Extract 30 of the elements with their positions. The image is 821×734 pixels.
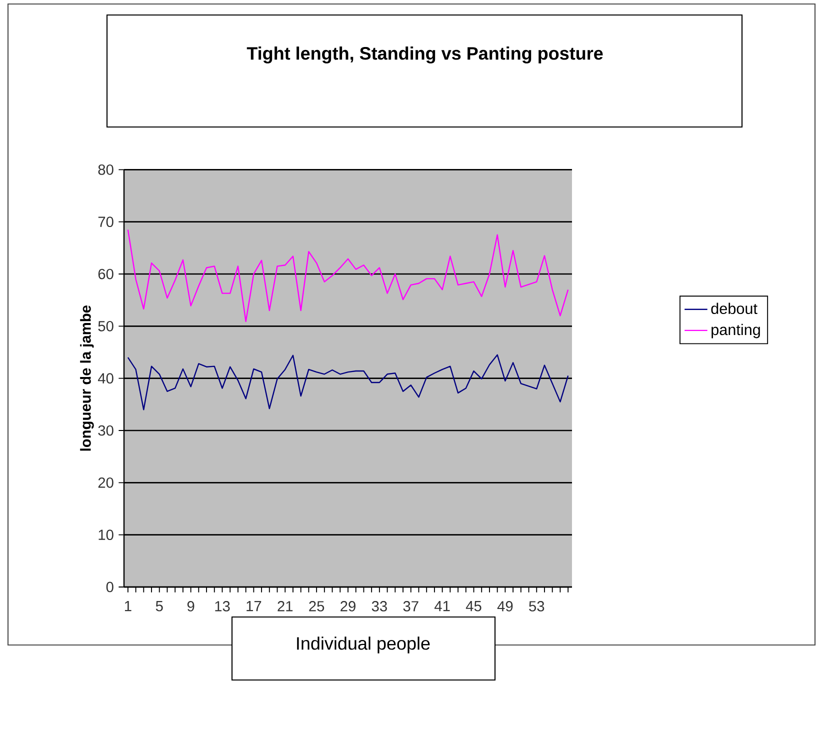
y-tick-label: 10 — [98, 530, 114, 540]
x-tick-label: 37 — [403, 601, 418, 612]
y-axis-title: longueur de la jambe — [80, 305, 94, 451]
y-tick-label: 20 — [98, 477, 114, 488]
legend-label: panting — [712, 324, 760, 338]
x-tick-label: 33 — [372, 601, 387, 612]
y-tick-label: 80 — [98, 164, 114, 175]
line-series — [127, 229, 569, 322]
x-tick-label: 29 — [340, 601, 356, 612]
y-tick-label: 70 — [98, 216, 114, 228]
x-tick-label: 41 — [434, 601, 450, 612]
x-tick-label: 17 — [246, 601, 262, 612]
line-series — [127, 354, 569, 410]
y-tick-label: 0 — [106, 582, 114, 592]
x-tick-label: 1 — [124, 601, 132, 612]
y-tick-label: 40 — [98, 373, 114, 384]
x-tick-label: 49 — [497, 601, 513, 612]
y-tick-label: 50 — [98, 320, 114, 332]
x-axis-title: Individual people — [297, 636, 430, 654]
y-tick-label: 30 — [98, 425, 114, 436]
x-tick-label: 5 — [156, 601, 163, 612]
x-tick-label: 25 — [309, 601, 324, 612]
legend-label: debout — [711, 302, 758, 314]
y-tick-label: 60 — [98, 268, 114, 280]
x-tick-label: 21 — [278, 601, 293, 612]
x-tick-label: 45 — [466, 601, 482, 612]
x-tick-label: 9 — [187, 601, 194, 612]
x-tick-label: 13 — [215, 601, 230, 612]
x-tick-label: 53 — [529, 601, 544, 612]
chart-title: Tight length, Standing vs Panting posture — [246, 46, 603, 64]
